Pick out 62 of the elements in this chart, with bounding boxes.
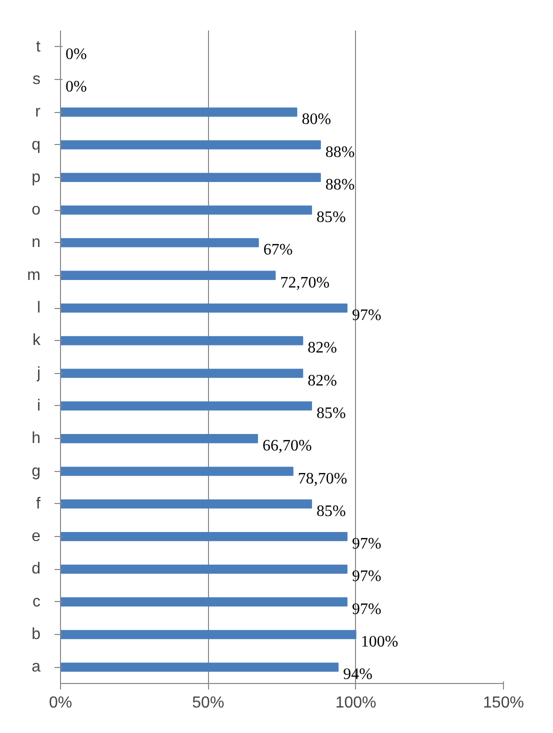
y-tick-label: n bbox=[32, 234, 41, 252]
bar bbox=[60, 597, 348, 606]
data-label: 78,70% bbox=[298, 470, 348, 488]
data-label: 94% bbox=[343, 666, 372, 684]
y-tick-label: h bbox=[32, 430, 41, 448]
data-label: 97% bbox=[352, 536, 382, 553]
bar bbox=[60, 499, 312, 509]
x-tick-label: 100% bbox=[335, 694, 376, 712]
data-label: 97% bbox=[352, 600, 382, 618]
bar bbox=[60, 303, 348, 313]
y-tick-label: o bbox=[32, 202, 41, 219]
data-label: 85% bbox=[316, 404, 346, 422]
y-tick-label: p bbox=[32, 168, 41, 186]
bar bbox=[60, 532, 348, 542]
bar bbox=[60, 205, 312, 215]
bar bbox=[60, 662, 339, 672]
y-tick-label: k bbox=[32, 332, 42, 350]
y-tick-label: a bbox=[32, 658, 41, 676]
data-label: 88% bbox=[325, 144, 355, 161]
data-label: 82% bbox=[308, 372, 337, 390]
data-label: 88% bbox=[325, 176, 355, 194]
y-tick-label: l bbox=[36, 300, 41, 317]
data-label: 85% bbox=[316, 209, 346, 226]
y-tick-label: t bbox=[36, 38, 42, 56]
bar bbox=[60, 434, 258, 444]
data-label: 0% bbox=[66, 46, 87, 63]
x-tick-label: 50% bbox=[192, 694, 224, 712]
y-tick-label: i bbox=[36, 397, 41, 414]
data-label: 80% bbox=[302, 111, 332, 128]
bar bbox=[60, 368, 304, 378]
y-tick-label: m bbox=[27, 266, 40, 284]
data-label: 67% bbox=[263, 242, 293, 259]
bar bbox=[60, 108, 298, 117]
bar bbox=[60, 140, 321, 150]
y-tick-label: j bbox=[36, 364, 41, 382]
data-label: 82% bbox=[308, 340, 337, 357]
data-label: 66,70% bbox=[262, 438, 312, 455]
bar bbox=[60, 270, 276, 280]
bar bbox=[60, 466, 294, 476]
bar bbox=[60, 172, 321, 182]
y-tick-label: b bbox=[32, 626, 41, 644]
y-tick-label: c bbox=[32, 593, 40, 610]
y-tick-label: g bbox=[32, 462, 41, 480]
x-tick-label: 150% bbox=[483, 694, 524, 712]
data-label: 97% bbox=[352, 568, 382, 586]
data-label: 85% bbox=[316, 502, 346, 520]
data-label: 100% bbox=[360, 634, 398, 651]
bar bbox=[60, 564, 348, 574]
bar bbox=[60, 336, 304, 346]
bar bbox=[60, 401, 312, 411]
x-tick-label: 0% bbox=[48, 694, 72, 712]
y-tick-label: e bbox=[32, 528, 41, 546]
bar bbox=[60, 238, 259, 248]
bar bbox=[60, 630, 356, 640]
data-label: 72,70% bbox=[280, 274, 330, 292]
y-tick-label: q bbox=[32, 136, 41, 154]
data-label: 97% bbox=[352, 307, 382, 324]
data-label: 0% bbox=[66, 78, 87, 96]
y-tick-label: s bbox=[32, 70, 40, 88]
y-tick-label: f bbox=[36, 495, 42, 512]
y-tick-label: d bbox=[32, 560, 41, 578]
y-tick-label: r bbox=[35, 104, 42, 121]
